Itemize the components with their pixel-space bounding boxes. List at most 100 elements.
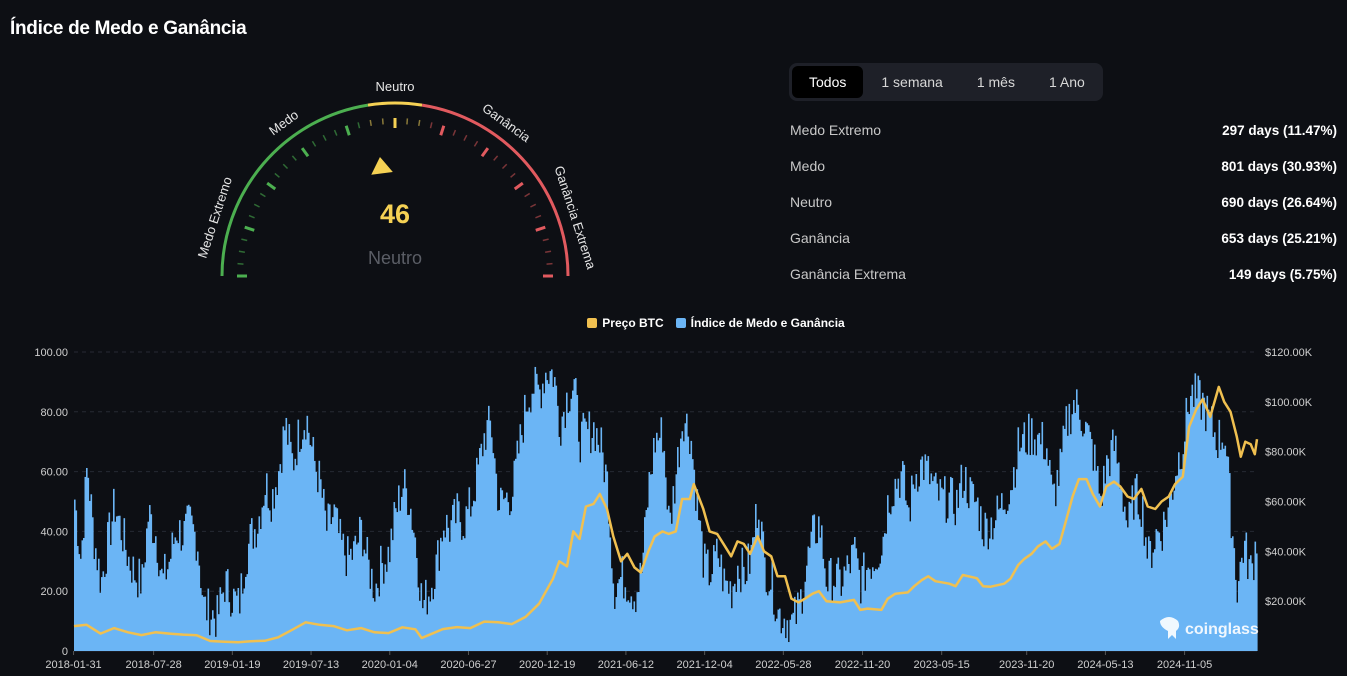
fear-greed-bar [921,456,924,651]
fear-greed-bar [1212,436,1215,651]
fear-greed-bar [1230,538,1233,651]
fear-greed-bar [353,541,355,651]
tab-1-semana[interactable]: 1 semana [881,74,943,90]
fear-greed-bar [656,432,658,651]
fear-greed-bar [555,385,558,651]
legend-item-fear-greed[interactable]: Índice de Medo e Ganância [675,316,845,330]
fear-greed-bar [891,506,894,651]
gauge-tick [452,129,457,136]
fear-greed-bar [210,619,213,651]
fear-greed-bar [914,488,916,651]
fear-greed-bar [620,577,622,651]
tab-1-mes[interactable]: 1 mês [976,74,1015,90]
y-left-tick-label: 80.00 [40,407,68,419]
fear-greed-bar [827,591,829,651]
fear-greed-bar [143,567,145,651]
fear-greed-bar [1070,434,1072,651]
fear-greed-bar [147,521,150,651]
fear-greed-bar [293,470,295,651]
gauge-tick [513,181,524,191]
fear-greed-bar [414,537,417,651]
fear-greed-bar [1208,409,1210,651]
fear-greed-bar [831,601,834,651]
fear-greed-bar [359,516,361,651]
fear-greed-bar [276,495,279,651]
fear-greed-bar [632,609,634,651]
fear-greed-bar [602,452,604,651]
fear-greed-bar [992,539,994,651]
fear-greed-bar [543,393,546,651]
fear-greed-bar [749,573,751,651]
fear-greed-bar [356,544,358,651]
fear-greed-bar [396,512,399,651]
tab-1-ano[interactable]: 1 Ano [1048,74,1085,90]
fear-greed-bar [1127,527,1129,651]
fear-greed-bar [530,412,532,651]
fear-greed-bar [791,614,793,651]
fear-greed-bar [990,517,993,651]
fear-greed-bar [162,573,165,651]
fear-greed-bar [381,563,384,651]
fear-greed-bar [957,507,960,651]
fear-greed-bar [327,503,330,651]
fear-greed-bar [207,588,210,651]
fear-greed-bar [209,635,211,651]
fear-greed-bar [269,510,271,651]
y-right-tick-label: $20.00K [1265,596,1307,608]
fear-greed-bar [395,508,397,651]
gauge-tick [369,119,372,126]
fear-greed-bar [389,562,391,651]
fear-greed-bar [608,523,610,651]
fear-greed-bar [222,592,225,651]
fear-greed-bar [663,450,666,651]
fear-greed-bar [468,487,471,651]
fear-greed-bar [195,560,198,651]
fear-greed-bar [335,507,337,651]
gauge-zone-label: Medo Extremo [195,175,235,260]
fear-greed-bar [735,591,738,651]
fear-greed-bar [1245,532,1248,651]
fear-greed-bar [869,569,871,651]
gauge-tick [291,155,297,161]
fear-greed-bar [813,514,816,651]
fear-greed-bar [218,614,220,651]
fear-greed-bar [1152,552,1155,651]
fear-greed-bar [1074,412,1077,651]
fear-greed-bar [443,530,445,651]
fear-greed-bar [366,537,369,651]
fear-greed-bar [1200,419,1203,651]
fear-greed-bar [423,599,426,651]
tab-todos[interactable]: Todos [792,66,864,98]
fear-greed-bar [402,488,405,651]
fear-greed-bar [447,527,450,651]
gauge-zone-label: Ganância [479,100,533,145]
fear-greed-bar [618,579,621,651]
legend-item-btc-price[interactable]: Preço BTC [502,316,664,330]
fear-greed-bar [686,413,688,651]
fear-greed-bar [689,454,691,651]
fear-greed-bar [404,469,406,651]
fear-greed-bar [849,573,852,651]
fear-greed-bars [74,366,1258,651]
fear-greed-bar [189,506,192,651]
fear-greed-bar [929,484,931,651]
fear-greed-bar [1229,473,1231,651]
coinglass-watermark: coinglass [1160,617,1259,639]
fear-greed-bar [1020,447,1023,651]
fear-greed-bar [821,525,823,651]
fear-greed-bar [465,506,468,651]
fear-greed-bar [902,461,904,651]
fear-greed-bar [764,557,766,651]
fear-greed-bar [545,372,547,651]
fear-greed-bar [1256,553,1258,651]
fear-greed-bar [434,588,436,651]
fear-greed-bar [257,533,259,651]
fear-greed-bar [228,602,231,651]
fear-greed-bar [1184,441,1186,651]
fear-greed-bar [633,601,636,651]
fear-greed-bar [158,576,160,651]
fear-greed-bar [723,568,726,651]
fear-greed-bar [806,565,808,651]
fear-greed-bar [1193,406,1195,651]
fear-greed-bar [432,599,435,651]
